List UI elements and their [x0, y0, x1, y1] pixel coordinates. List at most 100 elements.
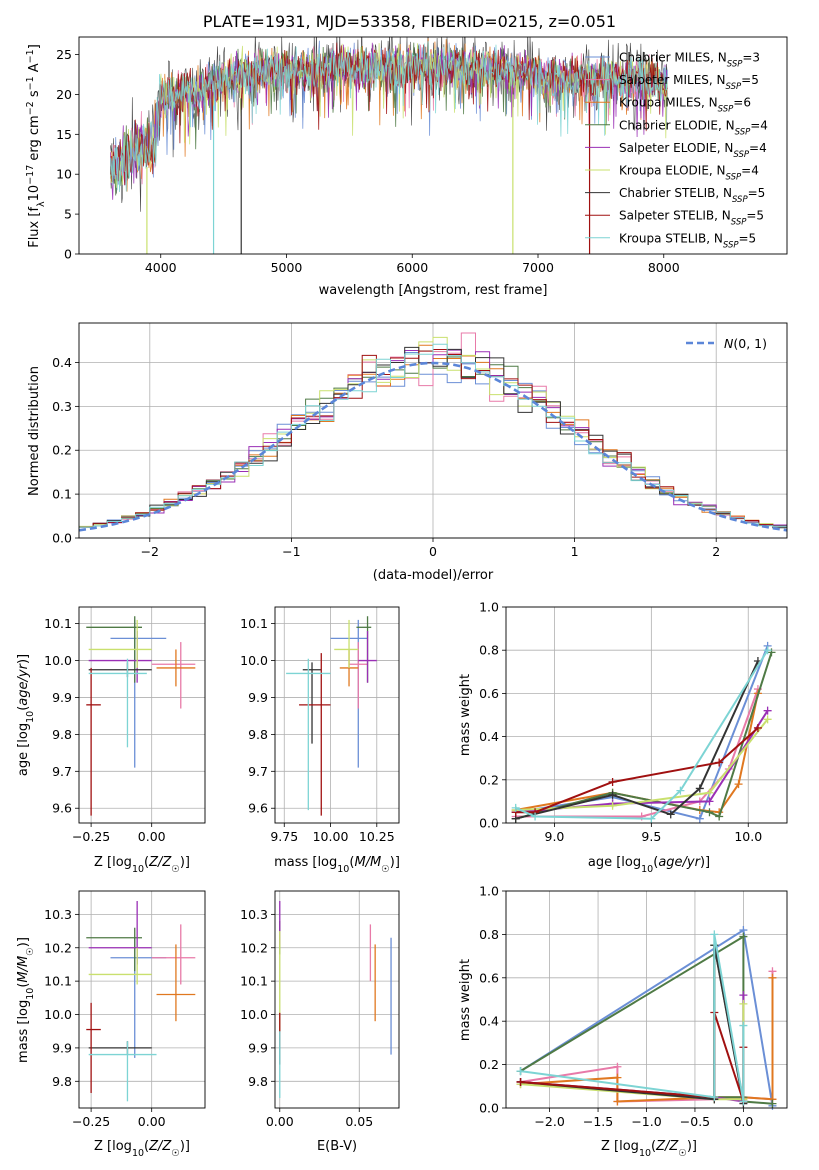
tick-label-y: 1.0: [479, 600, 499, 615]
weight-marker-8: [710, 930, 719, 939]
weight-marker-7: [753, 723, 762, 732]
weight-marker-2: [613, 1073, 622, 1082]
tick-label-x: −0.25: [72, 1114, 110, 1129]
label-part: Z/Z: [655, 1139, 679, 1154]
axes-frame: [78, 36, 788, 255]
weight-marker-8: [739, 1021, 748, 1030]
tick-label-y: 0: [64, 247, 72, 262]
label-part: age/yr: [658, 855, 701, 870]
tick-label-y: 0.3: [52, 399, 72, 414]
tick-label-x: −0.25: [72, 829, 110, 844]
tick-label-y: 10.3: [44, 907, 72, 922]
tick-label-x: −2: [141, 544, 159, 559]
label-part: 10: [25, 711, 36, 723]
weight-marker-8: [647, 814, 656, 823]
weight-marker-6: [608, 790, 617, 799]
tick-label-y: 0.2: [479, 772, 499, 787]
tick-label-x: 1: [571, 544, 579, 559]
label-part: −2: [25, 101, 36, 115]
axes-frame: [78, 890, 206, 1109]
weight-series-0: [515, 645, 769, 820]
histogram-series-8: [79, 343, 787, 528]
tick-label-x: 7000: [522, 260, 554, 275]
tick-label-y: 9.8: [52, 727, 72, 742]
axes-frame: [274, 606, 400, 824]
tick-label-x: −2.0: [534, 1114, 564, 1129]
x-axis-label: (data-model)/error: [373, 568, 494, 583]
label-part: M/M: [16, 956, 31, 983]
label-part: age/yr: [16, 662, 31, 705]
legend-sub: SSP: [727, 60, 743, 70]
weight-marker-8: [710, 1093, 719, 1102]
weight-marker-4: [739, 991, 748, 1000]
weight-series-5: [515, 718, 769, 811]
tick-label-x: −1.0: [631, 1114, 661, 1129]
tick-label-y: 15: [56, 127, 72, 142]
tick-label-x: 0.00: [266, 1114, 294, 1129]
legend-text: =3: [742, 51, 760, 65]
weight-marker-5: [763, 715, 772, 724]
weight-series-2: [515, 693, 759, 814]
legend-text: =4: [750, 118, 768, 132]
x-axis-label: age [log10(age/yr)]: [588, 855, 710, 875]
tick-label-y: 9.9: [52, 690, 72, 705]
tick-label-y: 10.0: [44, 653, 72, 668]
histogram-series-6: [79, 346, 787, 529]
tick-label-y: 9.6: [248, 801, 268, 816]
legend-entry: Kroupa MILES, NSSP=6: [619, 96, 751, 115]
tick-label-y: 9.9: [248, 690, 268, 705]
spectrum-series-6: [110, 37, 668, 212]
label-part: 10: [132, 864, 144, 875]
legend-text: Kroupa MILES, N: [619, 96, 718, 110]
weight-marker-8: [511, 803, 520, 812]
weight-marker-7: [516, 1077, 525, 1086]
legend-text: =5: [741, 73, 759, 87]
legend-text: Chabrier MILES, N: [619, 51, 727, 65]
tick-label-y: 0.2: [52, 443, 72, 458]
legend-entry: Chabrier ELODIE, NSSP=4: [619, 118, 768, 137]
tick-label-y: 5: [64, 207, 72, 222]
tick-label-y: 20: [56, 87, 72, 102]
tick-label-y: 9.8: [248, 727, 268, 742]
legend-sub: SSP: [732, 195, 748, 205]
tick-label-y: 10.1: [240, 974, 268, 989]
legend-text: Kroupa STELIB, N: [619, 231, 723, 245]
label-part: (: [653, 855, 658, 870]
legend-entry: N(0, 1): [724, 336, 767, 351]
label-part: ]: [27, 44, 42, 49]
label-part: (0, 1): [733, 336, 767, 351]
tick-label-y: 9.7: [248, 764, 268, 779]
label-part: )]: [687, 1139, 697, 1154]
tick-label-x: 8000: [648, 260, 680, 275]
weight-marker-5: [739, 999, 748, 1008]
label-part: mass [log: [16, 1000, 31, 1063]
label-part: N: [724, 336, 734, 351]
legend-sub: SSP: [733, 150, 749, 160]
legend-entry: Kroupa ELODIE, NSSP=4: [619, 164, 759, 183]
weight-marker-7: [715, 758, 724, 767]
weight-series-6: [520, 945, 745, 1104]
legend-text: Chabrier ELODIE, N: [619, 118, 735, 132]
label-part: ☉: [678, 1148, 687, 1159]
weight-marker-8: [739, 1097, 748, 1106]
tick-label-y: 0.4: [479, 1014, 499, 1029]
tick-label-x: 0.0: [733, 1114, 753, 1129]
tick-label-x: −0.5: [680, 1114, 710, 1129]
tick-label-x: 4000: [145, 260, 177, 275]
label-part: (: [16, 983, 31, 988]
label-part: ☉: [381, 864, 390, 875]
x-axis-label: Z [log10(Z/Z☉)]: [601, 1139, 697, 1159]
label-part: Z/Z: [148, 1139, 172, 1154]
label-part: )]: [700, 855, 710, 870]
tick-label-y: 0.0: [479, 1101, 499, 1116]
tick-label-y: 0.6: [479, 970, 499, 985]
tick-label-y: 0.1: [52, 487, 72, 502]
ebv-mass-axes: [271, 891, 399, 1112]
label-part: )]: [16, 937, 31, 947]
x-axis-label: mass [log10(M/M☉)]: [274, 855, 400, 875]
label-part: (: [651, 1139, 656, 1154]
label-part: )]: [390, 855, 400, 870]
weight-series-8: [515, 649, 769, 820]
weight-series-8: [520, 934, 745, 1102]
